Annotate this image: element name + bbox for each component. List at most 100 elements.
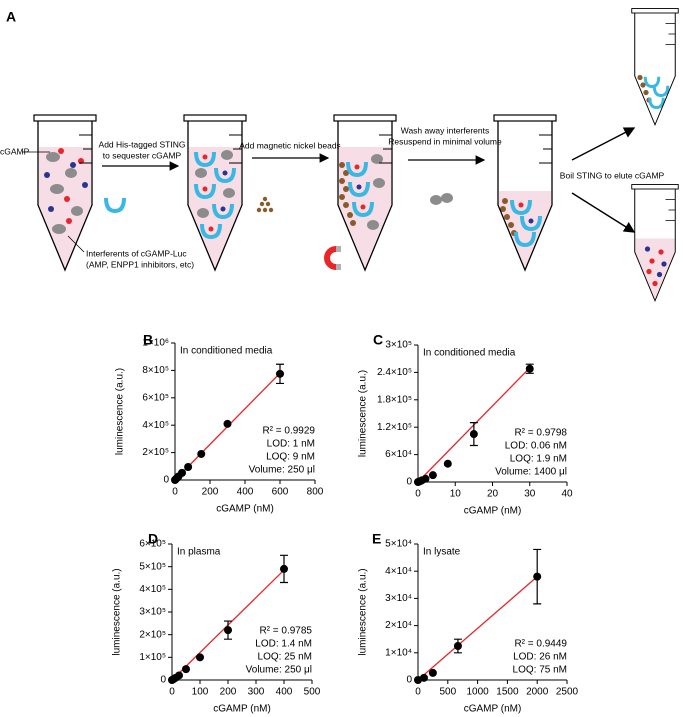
stat-label: LOD: 26 nM <box>513 652 567 663</box>
data-point <box>196 653 204 662</box>
data-point <box>419 673 428 682</box>
data-point <box>453 642 462 650</box>
shape <box>656 271 663 278</box>
y-tick-label: 1×10⁵ <box>139 652 166 663</box>
data-point <box>197 449 206 458</box>
arrow <box>571 127 636 161</box>
x-tick-label: 0 <box>415 489 421 500</box>
shape <box>262 207 268 213</box>
shape <box>262 196 268 202</box>
shape <box>343 202 349 208</box>
y-tick-label: 0 <box>406 675 412 686</box>
x-axis-label: cGAMP (nM) <box>216 504 274 515</box>
shape <box>508 222 514 228</box>
arrow <box>571 192 636 233</box>
x-axis-label: cGAMP (nM) <box>464 506 522 517</box>
stat-label: R² = 0.9929 <box>262 426 315 437</box>
panel-label: D <box>148 531 158 547</box>
shape <box>500 206 506 212</box>
x-tick-label: 400 <box>237 487 254 498</box>
data-point <box>421 474 430 483</box>
data-point <box>443 459 452 468</box>
x-tick-label: 200 <box>202 487 219 498</box>
data-point <box>182 665 190 674</box>
shape <box>50 184 64 194</box>
y-tick-label: 8×10⁵ <box>142 365 169 376</box>
y-tick-label: 0 <box>163 475 169 486</box>
annotation: In plasma <box>177 547 221 558</box>
shape <box>640 82 646 88</box>
shape <box>518 202 524 208</box>
tube <box>183 114 247 271</box>
y-tick-label: 1.8×10⁵ <box>377 394 412 405</box>
panel-label: E <box>372 531 381 547</box>
data-point <box>184 462 193 471</box>
y-axis-label: luminescence (a.u.) <box>112 568 123 655</box>
label: Interferents of cGAMP-Luc <box>86 248 187 258</box>
label: (AMP, ENPP1 inhibitors, etc) <box>86 259 194 269</box>
shape <box>202 186 208 192</box>
shape <box>52 224 66 234</box>
shape <box>373 178 385 188</box>
shape <box>197 208 209 218</box>
x-tick-label: 800 <box>307 487 324 498</box>
beads-icon <box>256 196 274 213</box>
x-tick-label: 200 <box>220 687 237 698</box>
annotation: In lysate <box>423 547 461 558</box>
shape <box>635 238 675 300</box>
y-tick-label: 0 <box>160 675 166 686</box>
stat-label: LOQ: 9 nM <box>266 452 315 463</box>
y-tick-label: 6×10⁴ <box>385 449 412 460</box>
tube <box>33 114 97 271</box>
y-tick-label: 2×10⁴ <box>385 620 412 631</box>
shape <box>502 198 508 204</box>
shape <box>643 89 649 96</box>
data-point <box>175 671 183 680</box>
shape <box>265 201 271 207</box>
shape <box>202 154 208 160</box>
shape <box>339 178 345 184</box>
data-point <box>224 626 232 635</box>
shape <box>637 74 643 81</box>
shape <box>644 246 651 252</box>
shape <box>354 164 360 170</box>
tube <box>631 184 679 302</box>
y-tick-label: 2.4×10⁵ <box>377 367 412 378</box>
x-tick-label: 500 <box>304 687 321 698</box>
x-tick-label: 100 <box>192 687 209 698</box>
magnet-icon <box>324 246 341 270</box>
data-point <box>428 471 437 480</box>
shape <box>343 186 349 192</box>
x-tick-label: 600 <box>272 487 289 498</box>
data-point <box>178 468 186 477</box>
shape <box>324 246 336 270</box>
shape <box>39 147 91 268</box>
y-axis-label: luminescence (a.u.) <box>115 368 126 455</box>
shape <box>208 226 214 232</box>
shape <box>82 182 88 188</box>
stat-label: Volume: 250 μl <box>246 665 312 676</box>
stat-label: Volume: 250 μl <box>249 465 315 476</box>
shape <box>504 214 510 220</box>
data-point <box>276 369 284 378</box>
x-axis-label: cGAMP (nM) <box>213 704 271 715</box>
shape <box>661 261 667 267</box>
shape <box>221 150 233 160</box>
x-tick-label: 10 <box>450 489 462 500</box>
x-tick-label: 0 <box>169 687 175 698</box>
shape <box>371 154 383 164</box>
annotation: In conditioned media <box>180 346 273 357</box>
shape <box>339 194 345 200</box>
x-tick-label: 0 <box>415 687 421 698</box>
shape <box>71 206 83 216</box>
shape <box>649 258 655 264</box>
x-tick-label: 40 <box>561 489 573 500</box>
x-tick-label: 20 <box>487 489 499 500</box>
y-tick-label: 6×10⁵ <box>142 392 169 403</box>
shape <box>46 152 60 162</box>
fit-line <box>417 576 538 681</box>
stat-label: R² = 0.9785 <box>259 626 312 637</box>
stat-label: Volume: 1400 μl <box>495 467 567 478</box>
